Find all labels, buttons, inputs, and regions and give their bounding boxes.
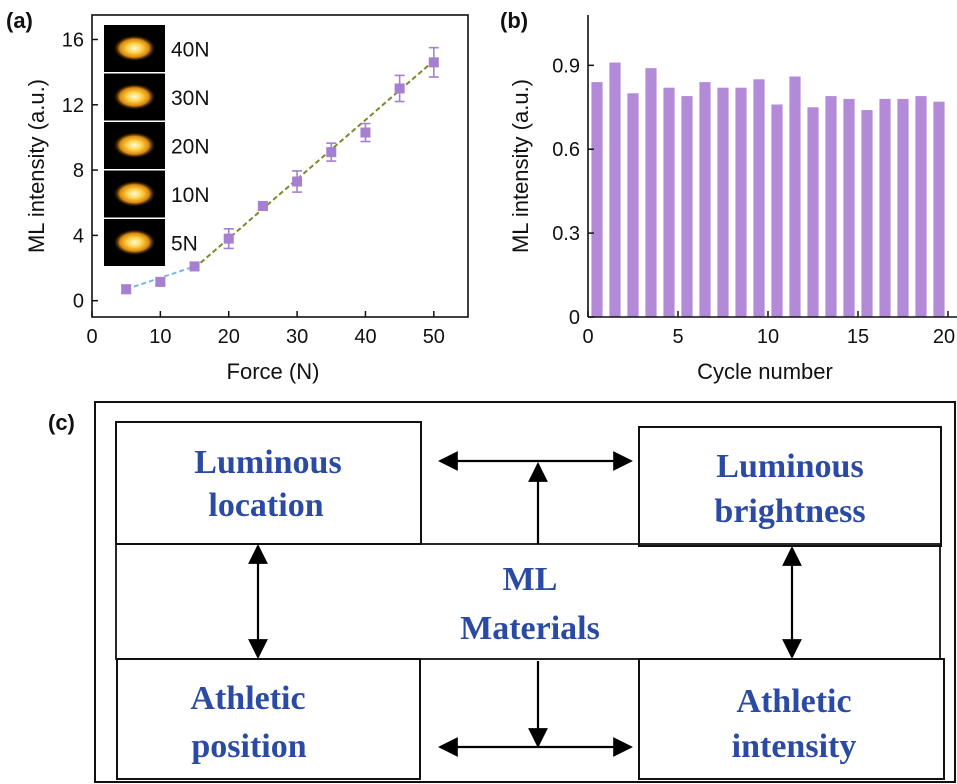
panel-b-y-tick-label: 0.3 [552, 223, 580, 245]
athletic-position-line1: Athletic [190, 680, 305, 717]
panel-a-ticks: 0 10 20 30 40 50 0 4 8 12 16 [62, 29, 445, 348]
ml-materials-line2: Materials [460, 610, 600, 647]
panel-a-y-axis-title: ML intensity (a.u.) [24, 79, 49, 253]
panel-b-bar [807, 107, 819, 318]
panel-b-chart: (b) 0 5 10 15 20 0 0.3 0.6 0.9 Cycle number ML i… [500, 8, 957, 384]
ml-glow-force-label: 10N [171, 184, 210, 207]
panel-b-bar [681, 96, 693, 317]
panel-b-y-axis-title: ML intensity (a.u.) [508, 79, 533, 253]
panel-a-chart: (a) 40N 30N 20N 10N 5N 0 10 20 30 40 50 0 4 8 12 16 Fo… [6, 8, 469, 384]
panel-c-diagram: (c) Luminous location Luminous brightnes… [48, 401, 956, 783]
panel-b-bar [717, 87, 729, 317]
panel-b-bar [933, 101, 945, 318]
panel-b-bar [627, 93, 639, 317]
panel-b-bar [879, 98, 891, 317]
panel-a-point [257, 200, 268, 211]
ml-materials-line1: ML [503, 561, 558, 598]
panel-a-x-tick-label: 30 [286, 326, 308, 348]
panel-b-bars [591, 62, 945, 318]
panel-b-x-tick-label: 0 [582, 326, 593, 348]
athletic-position-line2: position [191, 728, 306, 765]
panel-b-bar [861, 110, 873, 318]
ml-glow-spot [113, 229, 156, 256]
panel-a-y-tick-label: 8 [73, 160, 84, 182]
panel-b-bar [591, 82, 603, 317]
panel-a-label: (a) [6, 8, 33, 33]
panel-b-bar [915, 96, 927, 317]
panel-b-bar [645, 68, 657, 317]
panel-a-y-tick-label: 16 [62, 29, 84, 51]
ml-glow-spot [113, 132, 156, 159]
ml-glow-force-label: 5N [171, 232, 198, 255]
panel-b-x-tick-label: 10 [757, 326, 779, 348]
panel-a-point [223, 233, 234, 244]
panel-b-bar [771, 104, 783, 318]
panel-a-x-axis-title: Force (N) [227, 359, 320, 384]
box-ml-materials [115, 543, 941, 660]
panel-b-bar [735, 87, 747, 317]
panel-a-point [394, 83, 405, 94]
panel-b-y-tick-label: 0.6 [552, 139, 580, 161]
ml-glow-force-label: 20N [171, 135, 210, 158]
panel-b-label: (b) [500, 8, 528, 33]
panel-b-bar [897, 98, 909, 317]
panel-a-point [326, 147, 337, 158]
luminous-location-line2: location [208, 487, 323, 524]
panel-a-y-tick-label: 12 [62, 95, 84, 117]
panel-c-label: (c) [48, 410, 75, 435]
panel-b-bar [699, 82, 711, 317]
ml-glow-inset: 40N 30N 20N 10N 5N [104, 25, 210, 266]
panel-b-y-tick-label: 0.9 [552, 55, 580, 77]
athletic-intensity-line2: intensity [732, 728, 857, 765]
panel-a-point [428, 57, 439, 68]
panel-b-bar [843, 98, 855, 317]
panel-b-bar [609, 62, 621, 318]
luminous-location-line1: Luminous [194, 444, 341, 481]
panel-a-x-tick-label: 10 [149, 326, 171, 348]
panel-a-points [121, 46, 439, 295]
ml-glow-spot [113, 35, 156, 62]
panel-b-y-tick-label: 0 [569, 307, 580, 329]
ml-glow-force-label: 40N [171, 38, 210, 61]
panel-b-bar [663, 87, 675, 317]
ml-glow-spot [113, 180, 156, 207]
panel-a-x-tick-label: 50 [423, 326, 445, 348]
ml-glow-spot [113, 83, 156, 110]
panel-a-point [360, 127, 371, 138]
panel-b-bar [825, 96, 837, 317]
panel-b-ticks: 0 5 10 15 20 0 0.3 0.6 0.9 [552, 55, 955, 348]
panel-a-fit-line [193, 59, 435, 269]
luminous-brightness-line2: brightness [714, 493, 865, 530]
ml-glow-force-label: 30N [171, 87, 210, 110]
box-luminous-brightness [638, 426, 942, 547]
panel-a-x-tick-label: 20 [218, 326, 240, 348]
panel-a-point [189, 261, 200, 272]
panel-a-point [121, 284, 132, 295]
panel-a-x-tick-label: 0 [86, 326, 97, 348]
panel-a-frame [91, 14, 469, 318]
panel-b-x-axis-title: Cycle number [697, 359, 833, 384]
panel-b-x-tick-label: 20 [933, 326, 955, 348]
panel-b-x-tick-label: 15 [847, 326, 869, 348]
panel-a-point [155, 276, 166, 287]
panel-b-bar [789, 76, 801, 317]
panel-a-y-tick-label: 0 [73, 291, 84, 313]
athletic-intensity-line1: Athletic [736, 683, 851, 720]
panel-a-point [292, 176, 303, 187]
panel-b-bar [753, 79, 765, 317]
box-luminous-location [115, 421, 422, 545]
diagram-frame [94, 401, 956, 783]
panel-a-x-tick-label: 40 [354, 326, 376, 348]
panel-b-x-tick-label: 5 [672, 326, 683, 348]
panel-a-y-tick-label: 4 [73, 225, 84, 247]
luminous-brightness-line1: Luminous [716, 448, 863, 485]
